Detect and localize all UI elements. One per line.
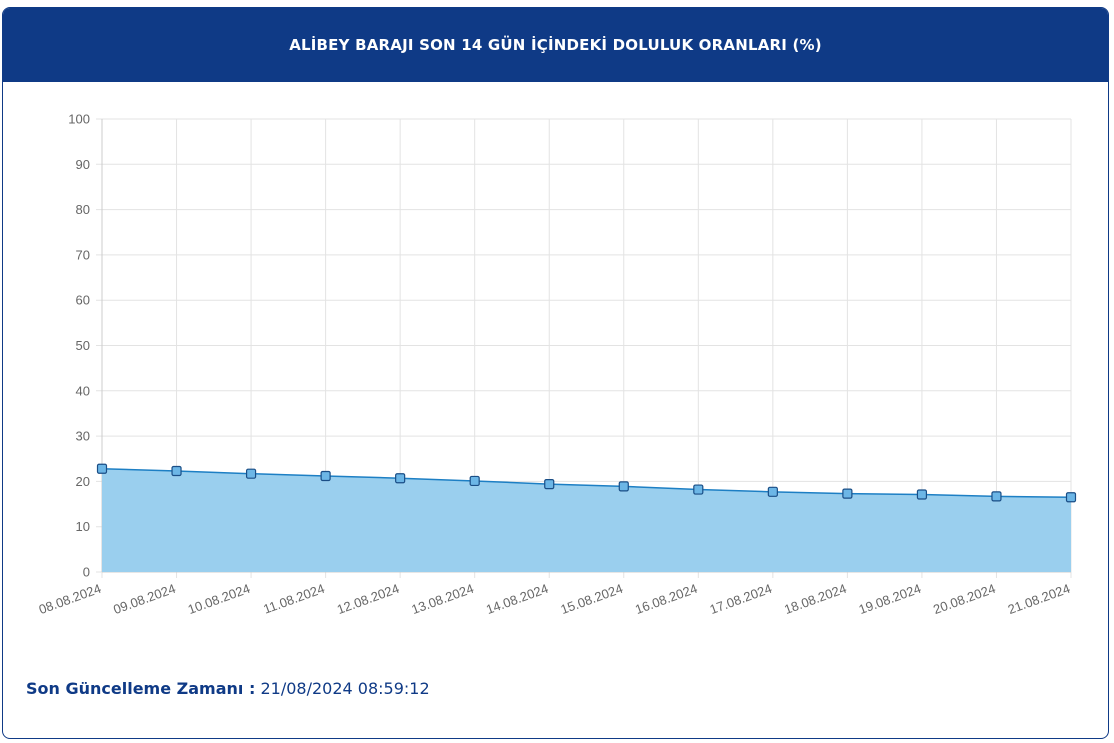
data-point xyxy=(171,465,182,477)
x-tick-label: 13.08.2024 xyxy=(409,581,475,617)
data-point xyxy=(245,468,257,479)
x-tick-label: 08.08.2024 xyxy=(37,581,103,617)
data-point xyxy=(693,484,704,495)
y-tick-label: 10 xyxy=(76,519,90,534)
x-tick-label: 17.08.2024 xyxy=(708,581,774,617)
x-tick-label: 12.08.2024 xyxy=(335,581,401,617)
x-tick-label: 16.08.2024 xyxy=(633,581,699,617)
last-updated: Son Güncelleme Zamanı : 21/08/2024 08:59… xyxy=(26,679,430,698)
y-tick-label: 40 xyxy=(76,383,90,398)
data-points xyxy=(96,463,1077,503)
x-tick-label: 10.08.2024 xyxy=(186,581,252,617)
data-point xyxy=(916,489,928,500)
x-tick-label: 21.08.2024 xyxy=(1006,581,1072,617)
data-point xyxy=(618,481,629,492)
area-series xyxy=(101,467,1072,572)
y-tick-label: 90 xyxy=(76,157,90,172)
y-tick-label: 80 xyxy=(76,202,90,217)
x-tick-label: 18.08.2024 xyxy=(782,581,848,617)
data-point xyxy=(469,475,480,487)
data-point xyxy=(991,491,1002,502)
data-point xyxy=(544,479,555,490)
data-point xyxy=(320,470,331,482)
y-tick-label: 20 xyxy=(76,474,90,489)
data-point xyxy=(842,488,853,499)
y-tick-label: 60 xyxy=(76,293,90,308)
x-tick-label: 09.08.2024 xyxy=(111,581,177,617)
data-point xyxy=(96,463,108,474)
x-tick-label: 19.08.2024 xyxy=(857,581,923,617)
series-line xyxy=(101,467,1072,499)
chart-title: ALİBEY BARAJI SON 14 GÜN İÇİNDEKİ DOLULU… xyxy=(289,36,822,54)
y-tick-label: 50 xyxy=(76,338,90,353)
area-fill xyxy=(102,468,1071,572)
y-tick-label: 100 xyxy=(68,112,90,127)
last-updated-label: Son Güncelleme Zamanı : xyxy=(26,679,256,698)
x-tick-label: 20.08.2024 xyxy=(931,581,997,617)
chart-header: ALİBEY BARAJI SON 14 GÜN İÇİNDEKİ DOLULU… xyxy=(3,8,1108,82)
last-updated-value: 21/08/2024 08:59:12 xyxy=(260,679,430,698)
data-point xyxy=(1065,492,1077,503)
y-axis-ticks: 0 10 20 30 40 50 60 70 80 90 100 xyxy=(68,112,90,580)
data-point xyxy=(395,473,406,484)
y-tick-label: 30 xyxy=(76,429,90,444)
data-point xyxy=(767,486,778,497)
x-axis-ticks: 08.08.2024 09.08.2024 10.08.2024 11.08.2024… xyxy=(37,581,1072,617)
y-tick-label: 70 xyxy=(76,247,90,262)
chart-card: ALİBEY BARAJI SON 14 GÜN İÇİNDEKİ DOLULU… xyxy=(2,7,1109,739)
x-tick-label: 11.08.2024 xyxy=(261,581,326,617)
y-tick-label: 0 xyxy=(83,565,90,580)
x-tick-label: 15.08.2024 xyxy=(559,581,625,617)
x-tick-label: 14.08.2024 xyxy=(484,581,550,617)
